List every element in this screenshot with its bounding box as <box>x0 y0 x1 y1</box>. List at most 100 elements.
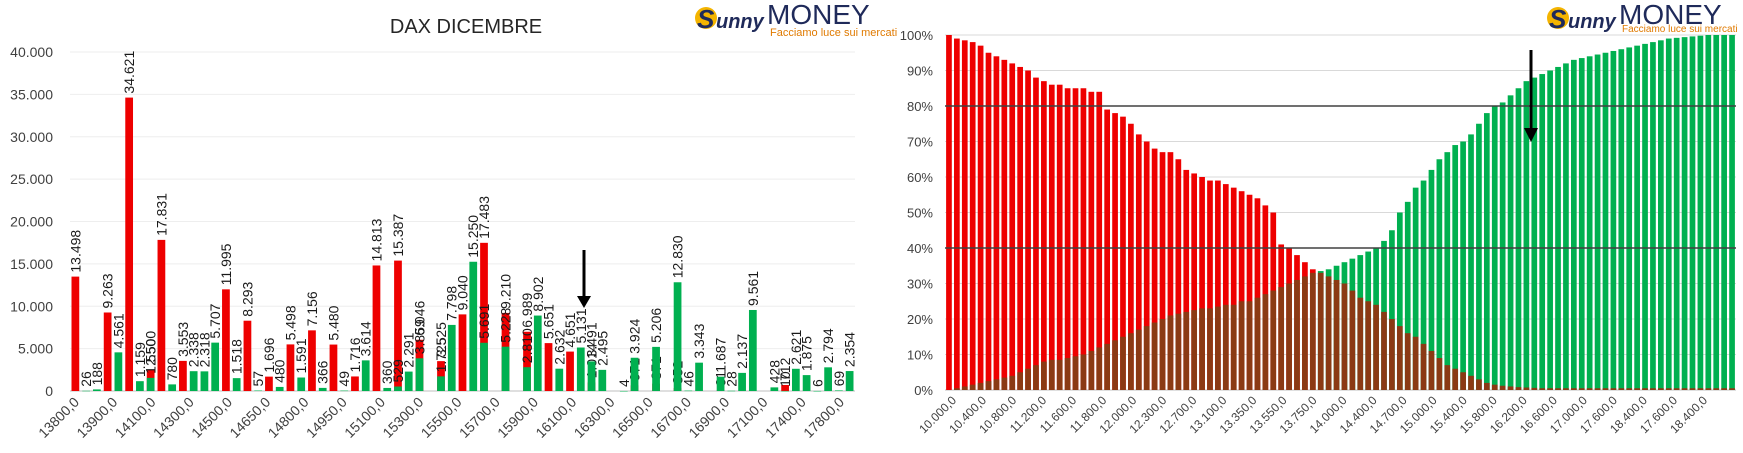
left-x-tick-label: 17800,0 <box>800 394 847 441</box>
bull-bar <box>1705 35 1712 390</box>
overlap-bar <box>1713 388 1720 390</box>
down-arrow-icon <box>577 296 591 308</box>
call-bar <box>587 361 596 391</box>
bar-data-label: 9.040 <box>455 275 471 310</box>
call-bar <box>200 371 209 391</box>
overlap-bar <box>1507 386 1514 390</box>
bull-bar <box>1729 35 1735 390</box>
overlap-bar <box>1555 388 1561 390</box>
call-bar <box>523 367 531 391</box>
call-bar <box>383 387 392 391</box>
sun-s-icon <box>695 7 717 29</box>
down-arrow-icon <box>1524 128 1538 142</box>
left-y-tick-label: 25.000 <box>10 171 53 187</box>
overlap-bar <box>985 381 992 390</box>
right-y-tick-label: 80% <box>907 99 933 114</box>
overlap-bar <box>1080 354 1087 390</box>
put-bar <box>351 376 359 391</box>
bar-data-label: 3.859 <box>411 319 427 354</box>
bar-data-label: 1.014 <box>584 343 600 378</box>
bear-bar <box>1048 84 1055 390</box>
overlap-bar <box>1207 308 1213 390</box>
overlap-bar <box>1705 388 1712 390</box>
left-y-tick-label: 15.000 <box>10 256 53 272</box>
bar-data-label: 17.483 <box>476 196 492 239</box>
overlap-bar <box>1539 388 1546 390</box>
call-bar <box>437 376 445 391</box>
left-x-tick-label: 14800,0 <box>265 394 312 441</box>
bear-bar <box>1199 177 1205 390</box>
overlap-bar <box>1175 313 1182 390</box>
call-bar <box>275 386 284 391</box>
bar-data-label: 5.228 <box>498 307 514 342</box>
overlap-bar <box>993 379 1000 390</box>
bull-bar <box>1523 81 1530 391</box>
left-x-tick-label: 17400,0 <box>762 394 809 441</box>
call-bar <box>501 346 510 391</box>
bar-data-label: 1.696 <box>261 337 277 372</box>
bear-bar <box>969 42 976 390</box>
left-x-tick-label: 16900,0 <box>685 394 732 441</box>
bear-bar <box>1017 66 1023 390</box>
left-x-tick-label: 16700,0 <box>647 394 694 441</box>
bar-data-label: 14.813 <box>368 218 384 261</box>
call-bar <box>114 352 123 391</box>
bull-bar <box>1673 37 1680 391</box>
bar-data-label: 2.318 <box>196 332 212 367</box>
bar-data-label: 13.498 <box>67 230 83 273</box>
overlap-bar <box>1143 326 1150 390</box>
bar-data-label: 366 <box>315 360 331 384</box>
bar-data-label: 7.798 <box>444 286 460 321</box>
bull-bar <box>1713 35 1720 390</box>
bull-bar <box>1570 59 1577 390</box>
left-x-tick-label: 16500,0 <box>609 394 656 441</box>
logo-tagline: Facciamo luce sui mercati <box>770 27 897 39</box>
overlap-bar <box>1056 359 1063 390</box>
overlap-bar <box>1325 276 1332 390</box>
overlap-bar <box>1404 333 1411 390</box>
call-bar <box>673 282 682 391</box>
bar-data-label: 9.263 <box>100 273 116 308</box>
bar-data-label: 11.995 <box>218 243 234 285</box>
bear-bar <box>1135 134 1142 390</box>
left-chart-title: DAX DICEMBRE <box>390 16 542 38</box>
left-x-tick-label: 14650,0 <box>226 394 273 441</box>
bull-bar <box>1499 102 1506 390</box>
logo-word1: unny <box>716 11 765 33</box>
bar-data-label: 17.831 <box>153 193 169 236</box>
bar-data-label: 8.902 <box>530 276 546 311</box>
bar-data-label: 1.716 <box>347 337 363 372</box>
overlap-bar <box>1230 304 1237 390</box>
overlap-bar <box>1491 384 1498 390</box>
overlap-bar <box>1673 388 1680 390</box>
bar-data-label: 5.480 <box>325 305 341 340</box>
bar-data-label: 1.875 <box>799 336 815 371</box>
put-bar <box>286 344 295 391</box>
left-x-tick-label: 14950,0 <box>303 394 350 441</box>
put-bar <box>523 331 531 391</box>
bear-bar <box>1215 180 1221 390</box>
bar-data-label: 712 <box>777 357 793 381</box>
right-y-tick-label: 70% <box>907 135 933 150</box>
bar-data-label: 3.924 <box>627 318 643 353</box>
bear-bar <box>1001 59 1008 390</box>
bear-bar <box>1104 109 1111 391</box>
bear-bar <box>1096 91 1103 391</box>
left-x-tick-label: 14300,0 <box>150 394 197 441</box>
put-bar <box>71 276 80 391</box>
left-x-tick-label: 16100,0 <box>532 394 579 441</box>
logo-word2: MONEY <box>1619 0 1722 30</box>
bar-data-label: 8.293 <box>239 281 255 316</box>
bar-data-label: 2.137 <box>734 334 750 369</box>
overlap-bar <box>969 384 976 390</box>
overlap-bar <box>1594 388 1601 390</box>
overlap-bar <box>1159 319 1166 390</box>
call-bar <box>555 368 564 391</box>
bar-data-label: 2.500 <box>143 331 159 366</box>
bar-data-label: 3.343 <box>691 323 707 358</box>
bear-bar <box>961 40 968 390</box>
right-y-tick-label: 40% <box>907 241 933 256</box>
bull-bar <box>1547 70 1553 390</box>
